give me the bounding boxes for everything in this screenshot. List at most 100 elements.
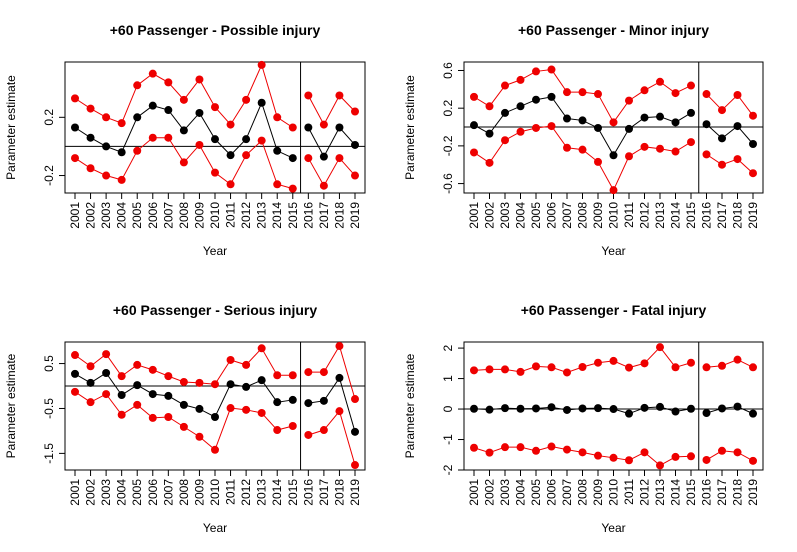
point — [195, 404, 204, 413]
point — [117, 390, 126, 399]
point — [470, 443, 478, 452]
point — [563, 445, 571, 454]
point — [242, 95, 251, 104]
x-tick-label: 2013 — [255, 202, 269, 229]
point — [501, 136, 509, 145]
point — [211, 380, 219, 389]
x-tick-label: 2018 — [731, 479, 745, 506]
point — [532, 67, 540, 76]
point — [718, 160, 726, 169]
chart-title: +60 Passenger - Serious injury — [113, 302, 317, 318]
point — [625, 96, 633, 105]
x-tick-label: 2011 — [224, 479, 238, 505]
x-tick-label: 2018 — [332, 479, 346, 506]
point — [71, 154, 79, 163]
point — [102, 171, 111, 180]
point — [319, 368, 328, 377]
point — [148, 413, 157, 422]
point — [86, 398, 95, 407]
x-tick-label: 2006 — [545, 202, 559, 229]
x-tick-label: 2012 — [239, 202, 253, 229]
point — [702, 150, 711, 159]
point — [532, 404, 540, 413]
series-line — [307, 157, 356, 187]
series-line — [473, 125, 692, 192]
x-tick-label: 2007 — [161, 479, 175, 506]
point — [288, 184, 297, 193]
point — [148, 365, 157, 374]
series-line — [706, 450, 754, 462]
x-tick-label: 2012 — [239, 479, 253, 506]
point — [578, 362, 587, 371]
point — [242, 360, 251, 369]
point — [242, 382, 251, 391]
point — [226, 355, 235, 364]
y-tick-label: 2 — [441, 344, 455, 351]
point — [117, 175, 126, 184]
x-tick-label: 2004 — [514, 202, 528, 229]
point — [501, 404, 509, 413]
point — [179, 95, 188, 104]
point — [687, 108, 695, 117]
point — [335, 154, 344, 163]
point — [164, 133, 173, 142]
series-line — [307, 126, 356, 158]
point — [470, 121, 478, 130]
point — [656, 461, 664, 470]
x-tick-label: 2007 — [560, 479, 574, 506]
point — [179, 126, 188, 135]
point — [485, 365, 494, 374]
point — [102, 350, 111, 359]
point — [640, 113, 649, 122]
point — [470, 148, 478, 157]
point — [117, 410, 126, 419]
point — [148, 69, 157, 78]
point — [211, 103, 219, 112]
point — [687, 138, 695, 147]
point — [102, 113, 111, 122]
point — [625, 363, 633, 372]
point — [749, 363, 757, 372]
point — [273, 113, 282, 122]
y-tick-label: -2 — [441, 464, 455, 475]
point — [547, 122, 556, 131]
point — [304, 430, 313, 439]
point — [133, 360, 142, 369]
x-tick-label: 2015 — [286, 202, 300, 229]
point — [609, 118, 618, 127]
point — [594, 358, 602, 367]
point — [335, 91, 344, 100]
point — [164, 372, 173, 381]
point — [71, 123, 79, 132]
point — [102, 390, 111, 399]
x-tick-label: 2005 — [130, 202, 144, 229]
point — [257, 408, 266, 417]
point — [71, 387, 79, 396]
point — [226, 404, 235, 413]
x-tick-label: 2004 — [514, 479, 528, 506]
x-tick-label: 2011 — [622, 202, 636, 228]
point — [687, 404, 695, 413]
point — [718, 361, 726, 370]
series-line — [706, 359, 754, 368]
point — [718, 404, 726, 413]
y-tick-label: 0.6 — [441, 62, 455, 79]
point — [516, 75, 525, 84]
point — [179, 400, 188, 409]
point — [319, 396, 328, 405]
point — [656, 112, 664, 121]
x-tick-label: 2008 — [576, 479, 590, 506]
x-tick-label: 2015 — [684, 202, 698, 229]
point — [148, 133, 157, 142]
x-tick-label: 2017 — [715, 479, 729, 506]
x-tick-label: 2018 — [332, 202, 346, 229]
y-tick-label: -0.5 — [42, 398, 56, 419]
point — [195, 75, 204, 84]
point — [71, 369, 79, 378]
point — [516, 102, 525, 111]
point — [532, 95, 540, 104]
x-tick-label: 2010 — [607, 202, 621, 229]
x-tick-label: 2014 — [270, 202, 284, 229]
y-tick-label: -1 — [441, 434, 455, 445]
point — [687, 81, 695, 90]
